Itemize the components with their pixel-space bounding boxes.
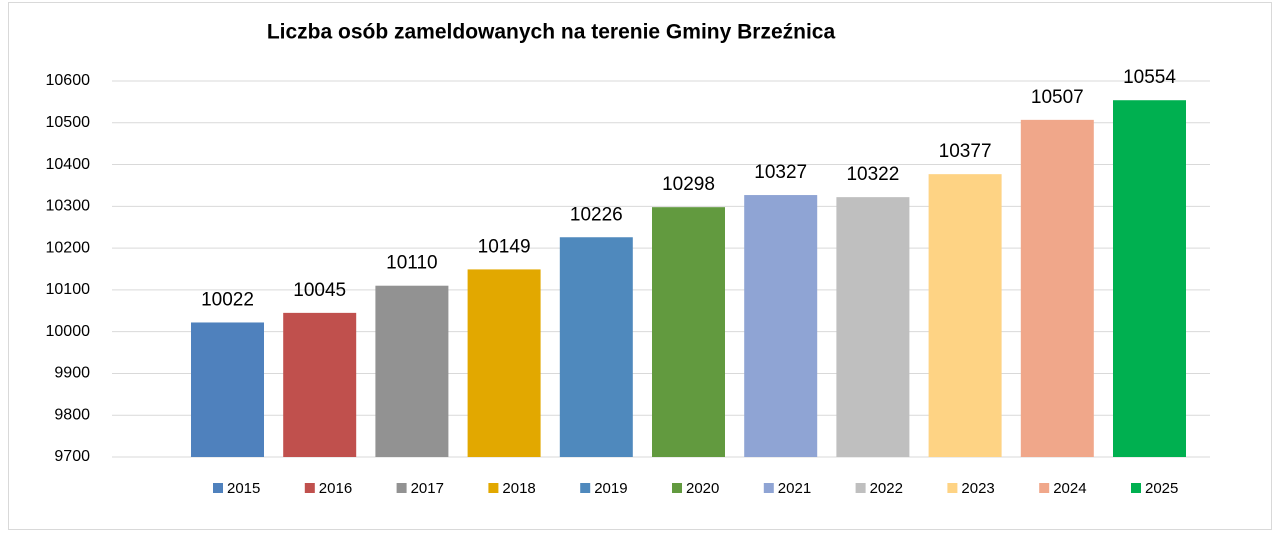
bar <box>744 195 818 457</box>
legend-label: 2023 <box>961 480 994 497</box>
bar <box>283 312 357 457</box>
data-label: 10022 <box>201 289 254 310</box>
legend-swatch <box>947 483 958 493</box>
data-label: 10327 <box>754 162 807 183</box>
legend-swatch <box>396 483 407 493</box>
legend-swatch <box>1039 483 1050 493</box>
data-label: 10149 <box>478 236 531 257</box>
legend-swatch <box>580 483 591 493</box>
bar <box>191 322 264 457</box>
y-tick-label: 10200 <box>46 239 91 256</box>
legend-label: 2021 <box>778 480 811 497</box>
bar <box>928 174 1002 458</box>
bar <box>375 285 449 457</box>
legend-label: 2018 <box>502 480 535 497</box>
y-tick-label: 10400 <box>46 156 91 173</box>
y-tick-label: 10000 <box>46 323 91 340</box>
bar <box>467 269 541 457</box>
legend-swatch <box>488 483 499 493</box>
legend-swatch <box>213 483 223 493</box>
bar <box>652 207 725 457</box>
y-tick-label: 9800 <box>54 406 90 423</box>
bar <box>559 237 633 457</box>
legend-swatch <box>763 483 774 493</box>
y-tick-label: 10100 <box>46 281 91 298</box>
bar <box>836 197 910 458</box>
data-label: 10507 <box>1031 87 1084 108</box>
bar <box>1113 100 1186 458</box>
y-tick-label: 10500 <box>46 114 91 131</box>
data-label: 10298 <box>662 174 715 195</box>
y-tick-label: 10300 <box>46 198 91 215</box>
legend-label: 2017 <box>411 480 444 497</box>
legend-label: 2020 <box>686 480 719 497</box>
legend-label: 2015 <box>227 480 260 497</box>
legend-label: 2025 <box>1145 480 1178 497</box>
legend-label: 2022 <box>870 480 903 497</box>
legend-label: 2019 <box>594 480 627 497</box>
legend-label: 2024 <box>1053 480 1086 497</box>
legend-swatch <box>304 483 315 493</box>
data-label: 10110 <box>386 253 437 274</box>
legend-swatch <box>1131 483 1141 493</box>
data-label: 10226 <box>570 204 623 225</box>
data-label: 10554 <box>1123 67 1176 88</box>
data-label: 10377 <box>939 141 992 162</box>
chart-title: Liczba osób zameldowanych na terenie Gmi… <box>267 21 836 44</box>
y-tick-label: 10600 <box>46 72 91 89</box>
legend-swatch <box>672 483 682 493</box>
legend-label: 2016 <box>319 480 352 497</box>
data-label: 10045 <box>293 280 346 301</box>
data-label: 10322 <box>846 164 899 185</box>
y-tick-label: 9700 <box>54 448 90 465</box>
bar <box>1020 119 1094 457</box>
y-tick-label: 9900 <box>54 365 90 382</box>
legend-swatch <box>855 483 866 493</box>
